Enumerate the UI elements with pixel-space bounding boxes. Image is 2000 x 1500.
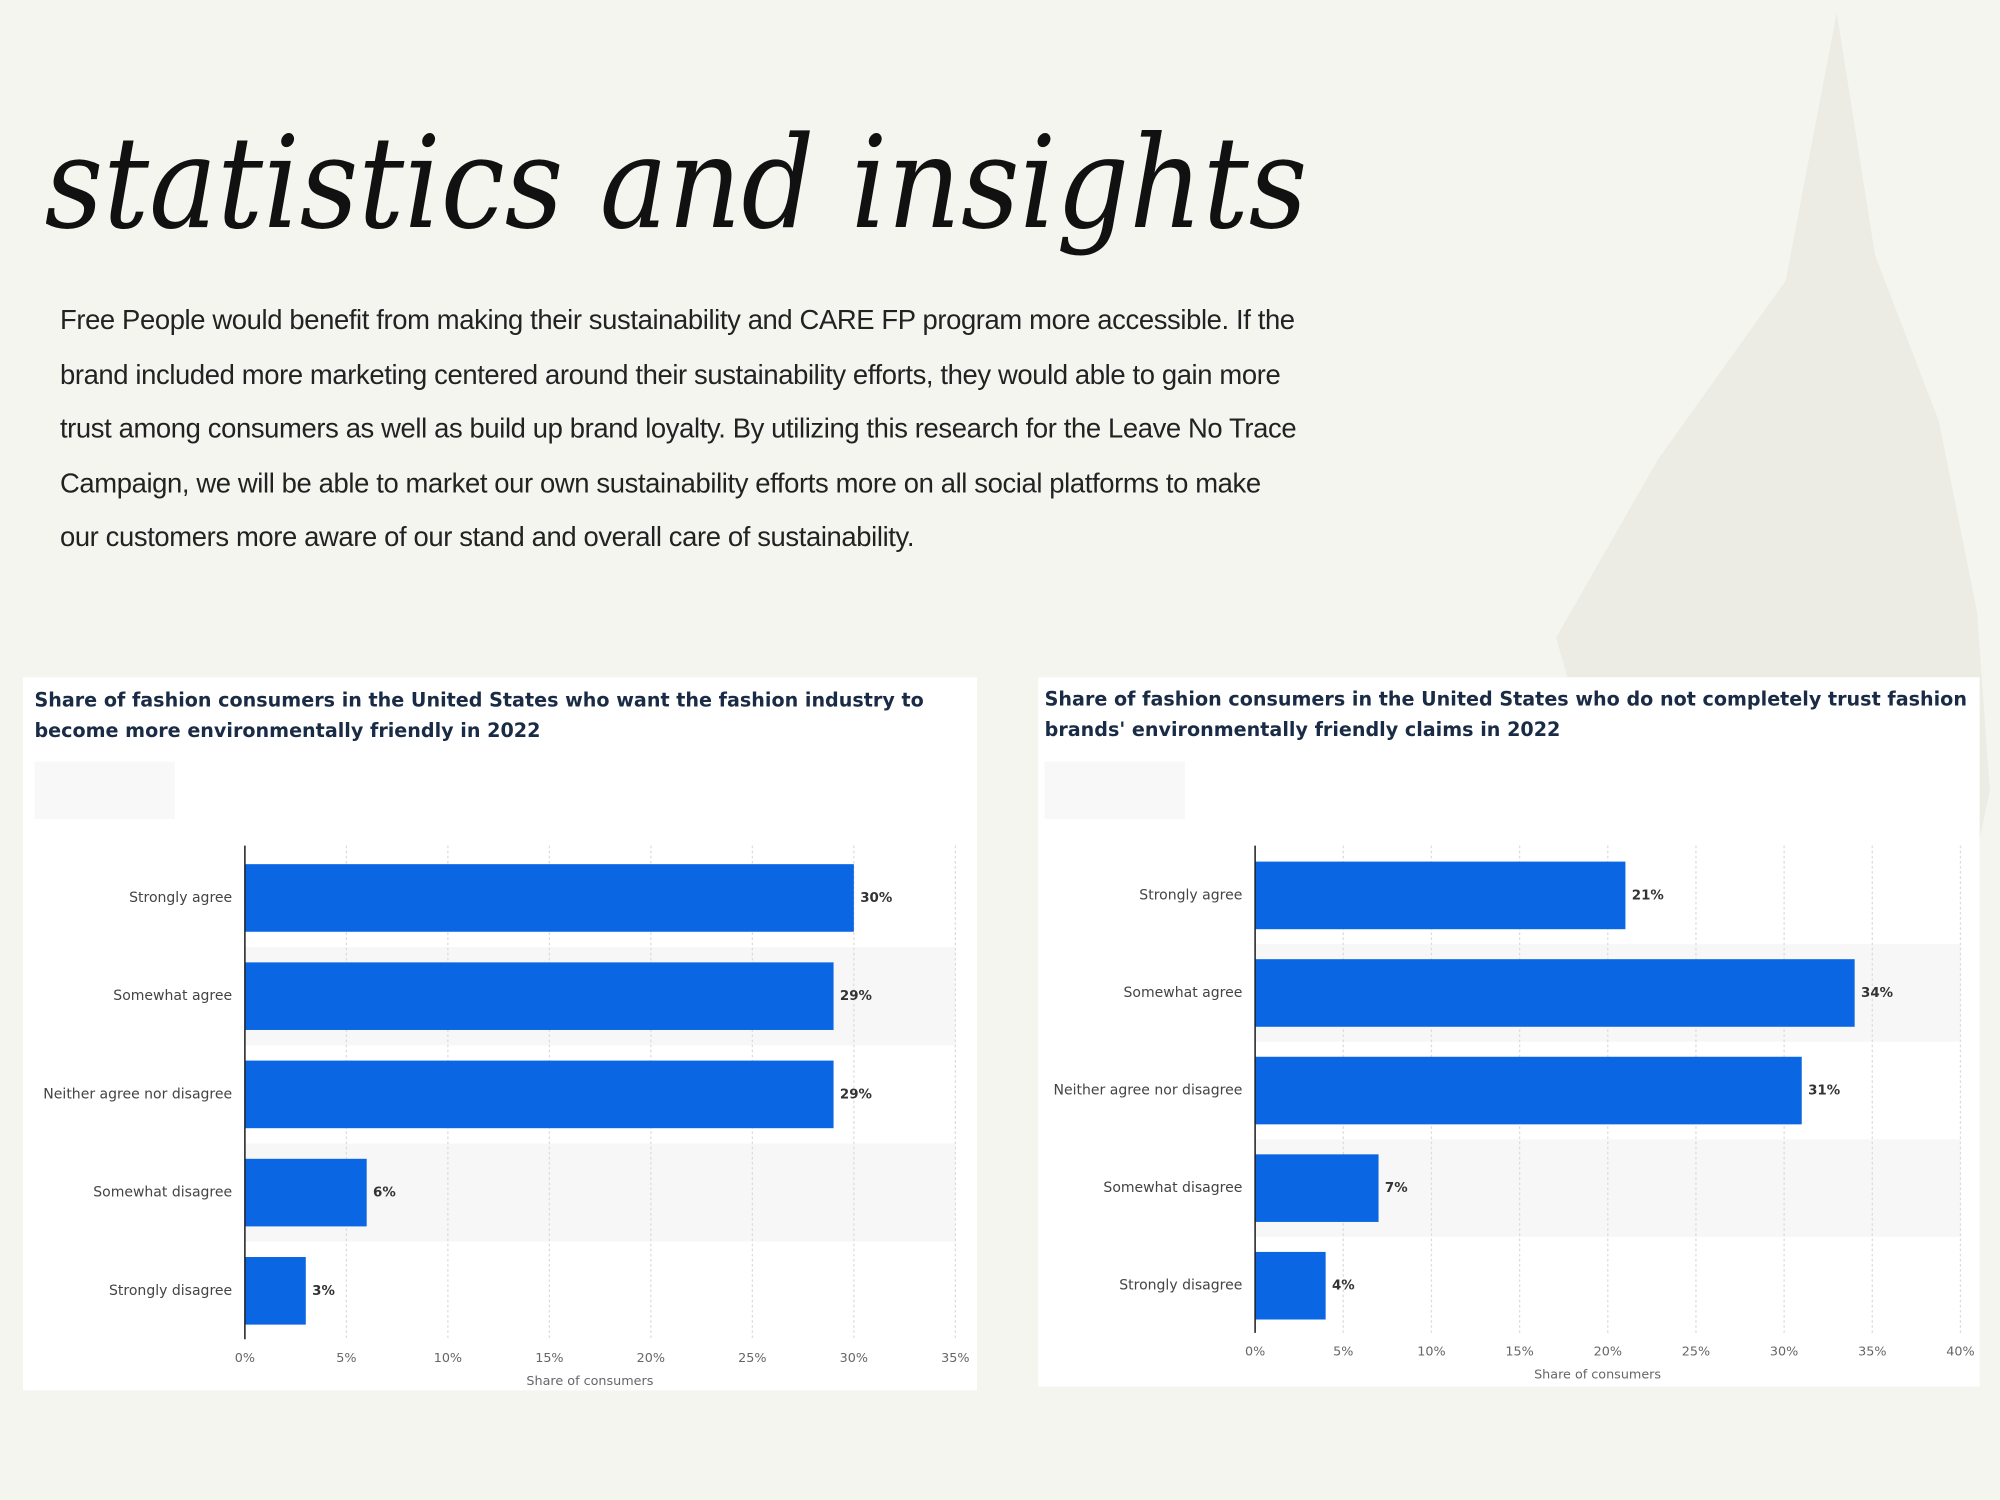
placeholder: [1044, 761, 1185, 819]
category-label: Strongly agree: [1139, 887, 1242, 903]
x-tick-label: 15%: [535, 1351, 563, 1366]
x-tick-label: 10%: [434, 1351, 462, 1366]
x-tick-label: 25%: [738, 1351, 766, 1366]
category-label: Somewhat agree: [1124, 985, 1243, 1001]
paragraph-box: Free People would benefit from making th…: [59, 304, 1297, 553]
bar: [1255, 959, 1855, 1027]
category-label: Somewhat agree: [113, 988, 232, 1004]
value-label: 30%: [860, 891, 892, 906]
bar: [1255, 1154, 1379, 1222]
page-title: statistics and insights: [45, 110, 1308, 258]
placeholder: [34, 761, 175, 819]
bar: [1255, 1056, 1802, 1125]
bar: [1255, 1251, 1326, 1320]
chart-title-box: Share of fashion consumers in the United…: [34, 688, 924, 742]
chart-title: Share of fashion consumers in the United…: [34, 688, 924, 742]
value-label: 6%: [373, 1186, 396, 1201]
chart-title: Share of fashion consumers in the United…: [1044, 687, 1967, 741]
x-tick-label: 40%: [1946, 1345, 1974, 1360]
bar: [1255, 861, 1626, 930]
value-label: 34%: [1861, 986, 1893, 1001]
x-tick-label: 35%: [941, 1351, 969, 1366]
x-tick-label: 0%: [1245, 1345, 1265, 1360]
bar: [244, 1158, 367, 1227]
paragraph: Free People would benefit from making th…: [59, 304, 1297, 553]
bar: [244, 864, 854, 932]
bar: [244, 962, 834, 1030]
value-label: 29%: [840, 1087, 872, 1102]
x-axis-label: Share of consumers: [1534, 1368, 1661, 1383]
category-label: Strongly agree: [129, 890, 232, 906]
x-tick-label: 30%: [840, 1351, 868, 1366]
chart-title-box: Share of fashion consumers in the United…: [1044, 687, 1967, 741]
x-tick-label: 0%: [235, 1351, 255, 1366]
bar: [244, 1060, 834, 1129]
value-label: 29%: [840, 989, 872, 1004]
category-label: Neither agree nor disagree: [43, 1086, 232, 1102]
x-tick-label: 10%: [1417, 1345, 1445, 1360]
category-label: Somewhat disagree: [93, 1185, 232, 1201]
x-tick-label: 5%: [1333, 1345, 1353, 1360]
bar: [244, 1257, 306, 1325]
category-label: Neither agree nor disagree: [1054, 1083, 1243, 1099]
value-label: 3%: [312, 1284, 335, 1299]
x-tick-label: 30%: [1770, 1345, 1798, 1360]
x-tick-label: 15%: [1505, 1345, 1533, 1360]
category-label: Somewhat disagree: [1103, 1180, 1242, 1196]
x-tick-label: 5%: [336, 1351, 356, 1366]
value-label: 4%: [1332, 1279, 1355, 1294]
x-tick-label: 20%: [637, 1351, 665, 1366]
category-label: Strongly disagree: [109, 1283, 232, 1299]
value-label: 31%: [1808, 1084, 1840, 1099]
value-label: 7%: [1385, 1181, 1408, 1196]
x-tick-label: 25%: [1682, 1345, 1710, 1360]
x-tick-label: 20%: [1594, 1345, 1622, 1360]
x-tick-label: 35%: [1858, 1345, 1886, 1360]
value-label: 21%: [1632, 888, 1664, 903]
x-axis-label: Share of consumers: [526, 1374, 653, 1389]
category-label: Strongly disagree: [1119, 1278, 1242, 1294]
